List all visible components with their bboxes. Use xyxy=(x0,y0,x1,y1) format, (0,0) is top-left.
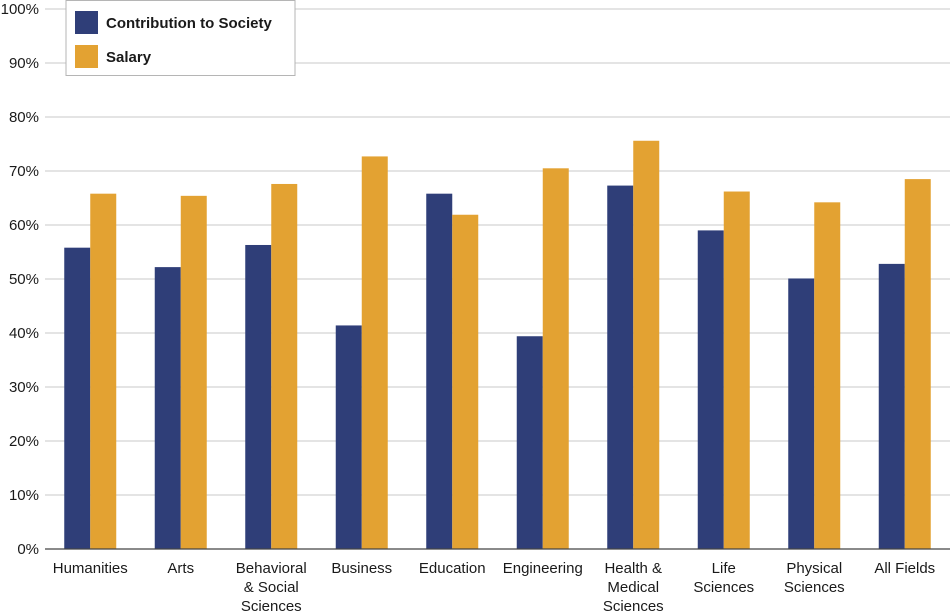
bar-contribution xyxy=(426,193,453,549)
x-category-label-line: Sciences xyxy=(241,598,302,615)
x-category-label-line: All Fields xyxy=(874,560,935,577)
bar-contribution xyxy=(64,247,91,549)
y-tick-label: 40% xyxy=(9,325,39,342)
y-tick-label: 20% xyxy=(9,433,39,450)
bar-salary xyxy=(361,156,388,550)
bar-contribution xyxy=(878,263,905,549)
bar-salary xyxy=(542,168,569,550)
y-tick-label: 60% xyxy=(9,217,39,234)
x-category-label: Education xyxy=(419,560,486,577)
x-category-label-line: Business xyxy=(331,560,392,577)
bar-salary xyxy=(633,140,660,549)
legend-swatch xyxy=(75,45,98,68)
x-category-label-line: Sciences xyxy=(693,579,754,596)
x-category-label: All Fields xyxy=(874,560,935,577)
y-tick-label: 50% xyxy=(9,271,39,288)
x-category-label: Physical Sciences xyxy=(784,560,845,596)
x-category-label-line: Humanities xyxy=(53,560,128,577)
x-category-label: Business xyxy=(331,560,392,577)
bar-salary xyxy=(180,195,207,549)
x-category-label-line: Sciences xyxy=(784,579,845,596)
y-tick-label: 90% xyxy=(9,55,39,72)
legend-label: Salary xyxy=(106,49,152,66)
legend-box xyxy=(65,0,296,76)
x-category-label-line: Engineering xyxy=(503,560,583,577)
bars xyxy=(64,140,931,550)
bar-contribution xyxy=(788,278,815,549)
bar-salary xyxy=(452,214,479,550)
y-tick-label: 10% xyxy=(9,487,39,504)
y-tick-label: 70% xyxy=(9,163,39,180)
y-tick-label: 80% xyxy=(9,109,39,126)
bar-salary xyxy=(904,179,931,549)
x-category-label: Health & Medical Sciences xyxy=(603,560,664,615)
y-tick-label: 100% xyxy=(1,1,39,18)
x-category-label-line: & Social xyxy=(244,579,299,596)
x-category-label-line: Health & xyxy=(604,560,662,577)
x-category-label-line: Medical xyxy=(607,579,659,596)
bar-salary xyxy=(723,191,750,549)
x-category-label: Arts xyxy=(167,560,194,577)
x-category-label-line: Physical xyxy=(786,560,842,577)
x-category-label: Behavioral & Social Sciences xyxy=(236,560,307,615)
bar-contribution xyxy=(335,325,362,549)
legend: Contribution to Society Salary xyxy=(65,0,296,76)
bar-contribution xyxy=(516,336,543,549)
bar-contribution xyxy=(245,244,272,550)
bar-salary xyxy=(814,202,841,549)
x-category-label: Humanities xyxy=(53,560,128,577)
x-category-label-line: Sciences xyxy=(603,598,664,615)
bar-contribution xyxy=(607,185,634,549)
legend-swatch xyxy=(75,11,98,34)
y-tick-label: 0% xyxy=(17,541,39,558)
x-category-label-line: Behavioral xyxy=(236,560,307,577)
y-axis: 0% 10% 20% 30% 40% 50% 60% 70% 80% 90% 100% xyxy=(1,1,39,558)
x-category-label: Engineering xyxy=(503,560,583,577)
bar-salary xyxy=(90,193,117,549)
bar-contribution xyxy=(697,230,724,549)
bar-salary xyxy=(271,183,298,549)
x-axis: Humanities Arts Behavioral & Social Sciences… xyxy=(45,548,950,615)
x-category-label-line: Education xyxy=(419,560,486,577)
x-category-label: Life Sciences xyxy=(693,560,754,596)
x-category-label-line: Life xyxy=(712,560,736,577)
legend-label: Contribution to Society xyxy=(106,15,272,32)
x-category-label-line: Arts xyxy=(167,560,194,577)
y-tick-label: 30% xyxy=(9,379,39,396)
bar-contribution xyxy=(154,267,181,549)
